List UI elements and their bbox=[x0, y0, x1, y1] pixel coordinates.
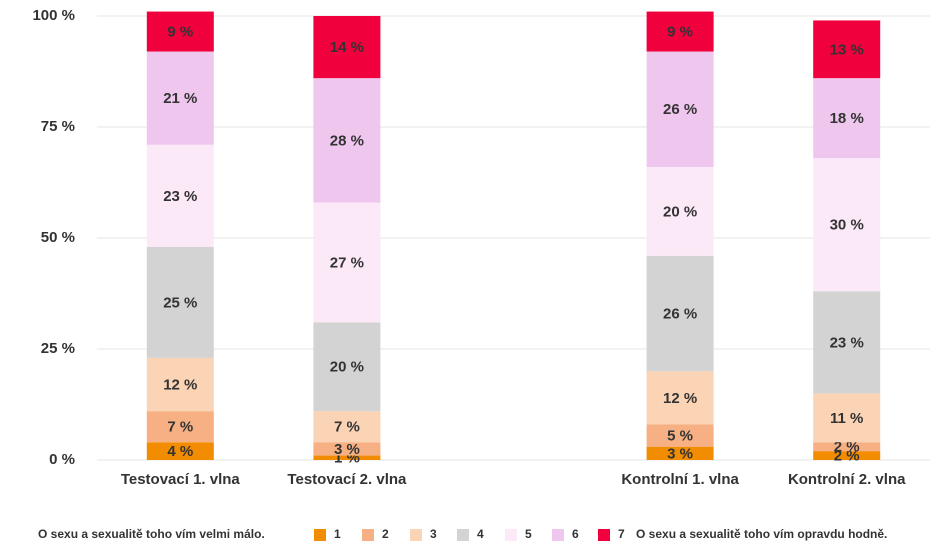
bar-segment bbox=[646, 371, 714, 425]
legend-label: 7 bbox=[618, 527, 625, 541]
bar-segment bbox=[146, 246, 214, 358]
bar-segment bbox=[813, 442, 881, 452]
bar-segment bbox=[646, 51, 714, 167]
value-label: 26 % bbox=[663, 101, 697, 118]
legend-swatch bbox=[598, 529, 610, 541]
value-label: 12 % bbox=[663, 390, 697, 407]
bar-segment bbox=[146, 51, 214, 145]
bar-segment bbox=[646, 446, 714, 460]
legend-label: 5 bbox=[525, 527, 532, 541]
legend-swatch bbox=[505, 529, 517, 541]
value-label: 2 % bbox=[834, 448, 860, 465]
x-tick-label: Testovací 2. vlna bbox=[287, 471, 407, 488]
legend-label: 6 bbox=[572, 527, 579, 541]
value-label: 4 % bbox=[167, 443, 193, 460]
bar-segment bbox=[313, 455, 381, 460]
bar-segment bbox=[646, 424, 714, 447]
bar-segment bbox=[646, 166, 714, 256]
bar-segment bbox=[146, 11, 214, 52]
bar-segment bbox=[146, 144, 214, 247]
value-label: 21 % bbox=[163, 90, 197, 107]
value-label: 2 % bbox=[834, 439, 860, 456]
value-label: 13 % bbox=[830, 41, 864, 58]
value-label: 14 % bbox=[330, 39, 364, 56]
value-label: 23 % bbox=[830, 334, 864, 351]
legend-swatch bbox=[362, 529, 374, 541]
value-label: 3 % bbox=[334, 441, 360, 458]
value-label: 18 % bbox=[830, 110, 864, 127]
legend-label: 1 bbox=[334, 527, 341, 541]
bar-segment bbox=[146, 357, 214, 412]
value-label: 25 % bbox=[163, 294, 197, 311]
legend-swatch bbox=[314, 529, 326, 541]
legend-swatch bbox=[410, 529, 422, 541]
bar-segment bbox=[813, 78, 881, 159]
y-tick-label: 0 % bbox=[49, 451, 75, 468]
y-tick-label: 75 % bbox=[41, 118, 75, 135]
bar-segment bbox=[646, 255, 714, 372]
bar-segment bbox=[646, 11, 714, 52]
value-label: 9 % bbox=[667, 24, 693, 41]
bar-segment bbox=[313, 202, 381, 323]
legend-end-label: O sexu a sexualitě toho vím opravdu hodn… bbox=[636, 527, 887, 541]
legend-label: 3 bbox=[430, 527, 437, 541]
bar-segment bbox=[313, 411, 381, 443]
bar-segment bbox=[313, 78, 381, 203]
bar-segment bbox=[813, 451, 881, 460]
bar-segment bbox=[813, 20, 881, 79]
value-label: 9 % bbox=[167, 24, 193, 41]
legend-label: 4 bbox=[477, 527, 484, 541]
legend-label: 2 bbox=[382, 527, 389, 541]
bar-segment bbox=[813, 393, 881, 443]
value-label: 3 % bbox=[667, 445, 693, 462]
value-label: 30 % bbox=[830, 217, 864, 234]
bar-segment bbox=[146, 442, 214, 460]
value-label: 23 % bbox=[163, 188, 197, 205]
bar-segment bbox=[313, 442, 381, 456]
y-tick-label: 100 % bbox=[32, 7, 75, 24]
y-tick-label: 50 % bbox=[41, 229, 75, 246]
x-tick-label: Kontrolní 1. vlna bbox=[621, 471, 739, 488]
value-label: 11 % bbox=[830, 410, 863, 427]
value-label: 7 % bbox=[167, 419, 193, 436]
bar-segment bbox=[813, 291, 881, 394]
value-label: 20 % bbox=[330, 359, 364, 376]
value-label: 12 % bbox=[163, 376, 197, 393]
x-tick-label: Kontrolní 2. vlna bbox=[788, 471, 906, 488]
bar-segment bbox=[146, 411, 214, 443]
legend-start-label: O sexu a sexualitě toho vím velmi málo. bbox=[38, 527, 265, 541]
value-label: 27 % bbox=[330, 254, 364, 271]
value-label: 20 % bbox=[663, 203, 697, 220]
x-tick-label: Testovací 1. vlna bbox=[121, 471, 241, 488]
bar-segment bbox=[313, 16, 381, 79]
legend-swatch bbox=[552, 529, 564, 541]
value-label: 26 % bbox=[663, 305, 697, 322]
bar-segment bbox=[813, 158, 881, 292]
value-label: 5 % bbox=[667, 428, 693, 445]
legend-swatch bbox=[457, 529, 469, 541]
y-tick-label: 25 % bbox=[41, 340, 75, 357]
value-label: 7 % bbox=[334, 419, 360, 436]
bar-segment bbox=[313, 322, 381, 412]
value-label: 28 % bbox=[330, 132, 364, 149]
